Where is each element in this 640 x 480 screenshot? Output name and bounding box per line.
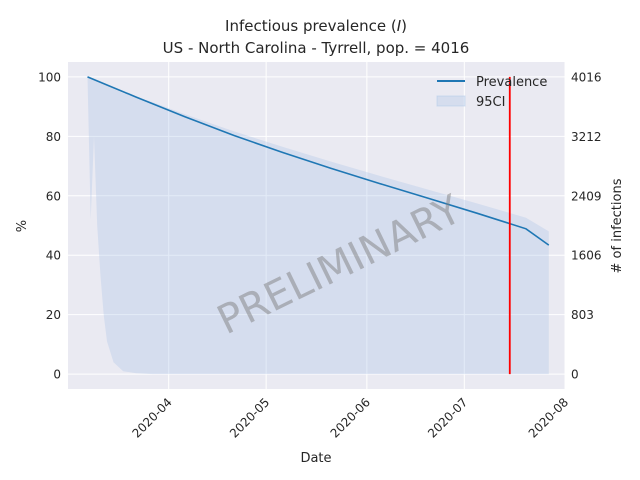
title-variable: I: [397, 17, 402, 35]
y-tick-label: 80: [46, 130, 61, 144]
legend-swatch-95ci: [436, 95, 466, 107]
chart-title: Infectious prevalence (I): [225, 17, 407, 35]
y-tick-label: 100: [38, 70, 61, 84]
plot-area: [68, 62, 565, 389]
x-tick-labels: 2020-04 2020-05 2020-06 2020-07 2020-08: [129, 395, 571, 440]
title-prefix: Infectious prevalence (: [225, 17, 397, 35]
y-tick-labels: 0 20 40 60 80 100: [38, 70, 61, 381]
y-right-axis-label: # of infections: [610, 178, 625, 273]
y-right-tick-labels: 0 803 1606 2409 3212 4016: [571, 70, 602, 381]
y-right-tick-label: 803: [571, 308, 594, 322]
y-right-tick-label: 0: [571, 368, 579, 382]
confidence-band: [87, 76, 549, 375]
y-tick-label: 20: [46, 308, 61, 322]
y-right-tick-label: 2409: [571, 189, 602, 203]
chart-subtitle: US - North Carolina - Tyrrell, pop. = 40…: [163, 39, 470, 57]
legend-label-95ci: 95CI: [476, 95, 505, 110]
y-right-tick-label: 3212: [571, 130, 602, 144]
x-tick-label: 2020-06: [328, 395, 373, 440]
legend-label-prevalence: Prevalence: [476, 75, 547, 90]
series-lines: [87, 76, 550, 375]
legend: Prevalence 95CI: [436, 75, 547, 110]
title-suffix: ): [401, 17, 407, 35]
y-tick-label: 40: [46, 249, 61, 263]
y-right-tick-label: 4016: [571, 70, 602, 84]
x-tick-label: 2020-08: [526, 395, 571, 440]
x-tick-label: 2020-04: [129, 395, 174, 440]
x-tick-label: 2020-05: [227, 395, 272, 440]
grid: [68, 62, 566, 389]
confidence-band-area: [87, 76, 549, 375]
x-tick-label: 2020-07: [425, 395, 470, 440]
y-tick-label: 0: [53, 368, 61, 382]
y-axis-label: %: [15, 220, 30, 232]
series-line-prevalence: [87, 76, 550, 246]
x-axis-label: Date: [300, 451, 331, 466]
y-right-tick-label: 1606: [571, 249, 602, 263]
y-tick-label: 60: [46, 189, 61, 203]
